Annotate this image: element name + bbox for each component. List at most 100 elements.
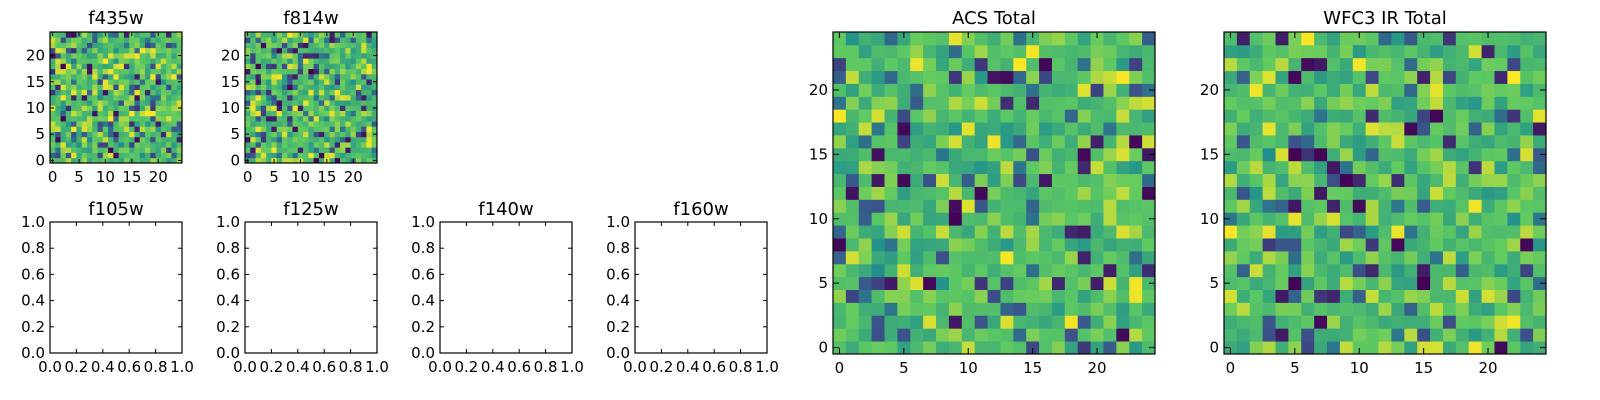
heatmap-cell <box>123 152 130 159</box>
heatmap-cell <box>60 105 67 111</box>
heatmap-cell <box>281 32 288 38</box>
heatmap-cell <box>134 84 141 91</box>
heatmap-cell <box>936 160 950 175</box>
heatmap-cell <box>1391 250 1405 265</box>
heatmap-cell <box>303 136 309 143</box>
heatmap-cell <box>76 58 83 64</box>
y-tick-label: 10 <box>221 99 240 117</box>
heatmap-cell <box>1301 109 1315 123</box>
heatmap-cell <box>176 152 183 159</box>
heatmap-cell <box>1352 160 1367 175</box>
heatmap-cell <box>961 122 976 136</box>
heatmap-cell <box>1391 57 1405 72</box>
heatmap-cell <box>371 136 378 143</box>
heatmap-cell <box>1236 302 1251 316</box>
x-tick-label: 0.8 <box>339 358 363 376</box>
x-tick-label: 0.8 <box>534 358 558 376</box>
heatmap-cell <box>329 42 336 49</box>
heatmap-cell <box>176 68 183 75</box>
heatmap-cell <box>1404 289 1418 303</box>
heatmap-cell <box>324 84 330 91</box>
heatmap-cell <box>345 100 351 106</box>
heatmap-cell <box>1365 225 1379 239</box>
heatmap-cell <box>139 42 146 49</box>
heatmap-cell <box>250 32 256 38</box>
heatmap-cell <box>948 315 963 329</box>
heatmap-cell <box>324 142 330 148</box>
heatmap-cell <box>1288 83 1302 97</box>
heatmap-cell <box>366 63 373 70</box>
heatmap-cell <box>897 186 911 200</box>
heatmap-cell <box>129 52 135 59</box>
heatmap-cell <box>129 47 135 54</box>
heatmap-cell <box>1039 160 1053 175</box>
heatmap-cell <box>71 131 77 138</box>
heatmap-cell <box>65 79 72 85</box>
heatmap-cell <box>910 160 924 175</box>
heatmap-cell <box>139 84 146 91</box>
heatmap-cell <box>1039 212 1053 226</box>
heatmap-cell <box>292 126 299 132</box>
heatmap-cell <box>1051 315 1066 329</box>
heatmap-cell <box>1129 212 1143 226</box>
heatmap-cell <box>1013 289 1027 303</box>
axis-ticks: 0.0 0.2 0.4 0.6 0.8 1.00.00.20.40.60.81.0 <box>21 213 194 376</box>
heatmap-cell <box>92 68 98 75</box>
heatmap-cell <box>974 135 988 149</box>
heatmap-cell <box>974 83 988 97</box>
heatmap-cell <box>1262 263 1276 278</box>
heatmap-cell <box>1455 122 1470 136</box>
heatmap-cell <box>281 89 288 96</box>
heatmap-cell <box>60 84 67 91</box>
y-tick-label: 0 <box>1209 339 1219 357</box>
heatmap-cell <box>350 105 357 111</box>
heatmap-cell <box>1129 315 1143 329</box>
heatmap-cell <box>974 96 988 110</box>
heatmap-cell <box>276 157 283 164</box>
heatmap-cell <box>150 63 156 70</box>
heatmap-cell <box>329 63 336 70</box>
heatmap-cell <box>858 225 873 239</box>
heatmap-cell <box>910 199 924 213</box>
heatmap-cell <box>150 142 156 148</box>
heatmap-cell <box>961 135 976 149</box>
heatmap-cell <box>139 105 146 111</box>
heatmap-cell <box>1090 70 1104 84</box>
heatmap-cell <box>910 57 924 72</box>
heatmap-cell <box>97 147 104 153</box>
heatmap-cell <box>987 302 1001 316</box>
heatmap-cell <box>92 131 98 138</box>
heatmap-cell <box>1494 32 1508 46</box>
heatmap-cell <box>923 186 937 200</box>
heatmap-cell <box>166 73 172 80</box>
heatmap-cell <box>145 131 151 138</box>
heatmap-cell <box>287 105 293 111</box>
heatmap-cell <box>318 73 325 80</box>
heatmap-cell <box>1090 263 1104 278</box>
heatmap-cell <box>281 121 288 127</box>
heatmap-cell <box>255 105 262 111</box>
heatmap-cell <box>987 315 1001 329</box>
heatmap-cell <box>1026 238 1040 252</box>
heatmap-cell <box>324 147 330 153</box>
heatmap-cell <box>150 147 156 153</box>
heatmap-cell <box>361 100 367 106</box>
heatmap-cell <box>1142 302 1156 316</box>
heatmap-cells <box>50 32 183 164</box>
heatmap-cell <box>1520 250 1534 265</box>
heatmap-cell <box>1507 276 1521 290</box>
heatmap-cell <box>340 110 346 117</box>
heatmap-cell <box>1129 57 1143 72</box>
heatmap-cell <box>134 73 141 80</box>
heatmap-cell <box>1301 289 1315 303</box>
heatmap-cell <box>139 47 146 54</box>
heatmap-cell <box>313 152 320 159</box>
heatmap-cell <box>1507 302 1521 316</box>
heatmap-cell <box>108 110 114 117</box>
heatmap-cell <box>292 115 299 122</box>
heatmap-cell <box>297 58 304 64</box>
heatmap-cell <box>276 115 283 122</box>
heatmap-cell <box>266 42 272 49</box>
heatmap-cell <box>923 109 937 123</box>
heatmap-cell <box>1064 109 1079 123</box>
